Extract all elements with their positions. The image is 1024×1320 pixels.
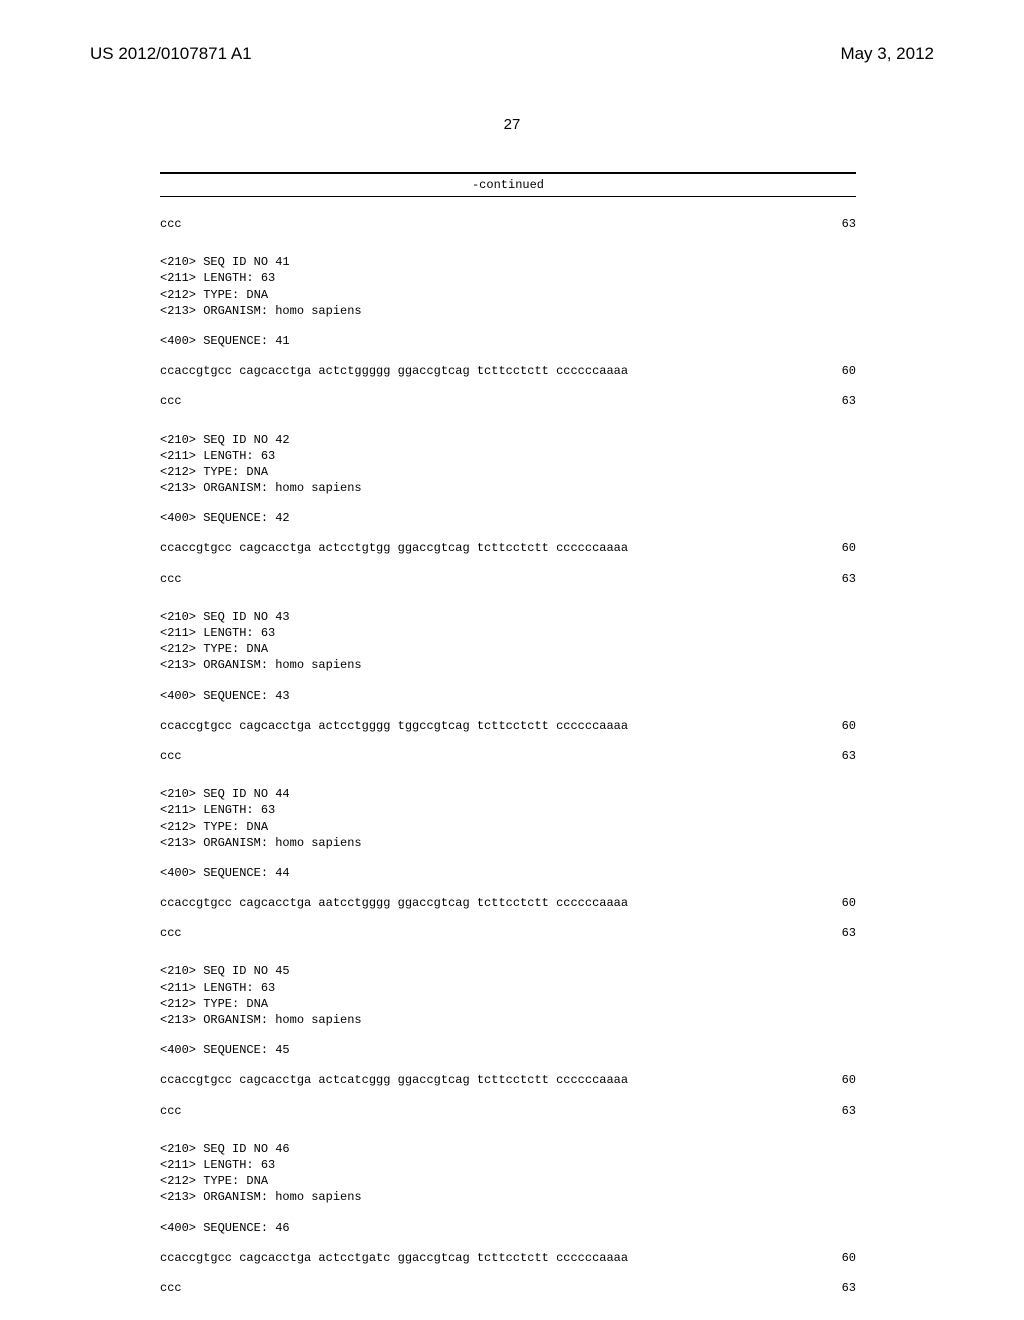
sequence-text: ccaccgtgcc cagcacctga aatcctgggg ggaccgt…: [160, 895, 628, 911]
sequence-row: ccaccgtgcc cagcacctga actcctgtgg ggaccgt…: [160, 540, 856, 556]
seq-header-line: <400> SEQUENCE: 41: [160, 333, 856, 349]
seq-type-line: <212> TYPE: DNA: [160, 996, 856, 1012]
sequence-text: ccc: [160, 393, 182, 409]
seq-organism-line: <213> ORGANISM: homo sapiens: [160, 480, 856, 496]
sequence-position: 63: [826, 216, 856, 232]
seq-type-line: <212> TYPE: DNA: [160, 1173, 856, 1189]
seq-organism-line: <213> ORGANISM: homo sapiens: [160, 303, 856, 319]
seq-type-line: <212> TYPE: DNA: [160, 641, 856, 657]
seq-id-line: <210> SEQ ID NO 45: [160, 963, 856, 979]
seq-length-line: <211> LENGTH: 63: [160, 448, 856, 464]
page-number: 27: [0, 116, 1024, 133]
seq-organism-line: <213> ORGANISM: homo sapiens: [160, 1012, 856, 1028]
seq-organism-line: <213> ORGANISM: homo sapiens: [160, 1189, 856, 1205]
page-header: US 2012/0107871 A1 May 3, 2012: [0, 44, 1024, 64]
sequence-row: ccc 63: [160, 748, 856, 764]
seq-organism-line: <213> ORGANISM: homo sapiens: [160, 835, 856, 851]
seq-id-line: <210> SEQ ID NO 46: [160, 1141, 856, 1157]
sequence-text: ccaccgtgcc cagcacctga actcatcggg ggaccgt…: [160, 1072, 628, 1088]
seq-id-line: <210> SEQ ID NO 44: [160, 786, 856, 802]
sequence-listing: ccc 63 <210> SEQ ID NO 41 <211> LENGTH: …: [160, 216, 856, 1296]
sequence-row: ccc 63: [160, 1103, 856, 1119]
sequence-text: ccaccgtgcc cagcacctga actcctgtgg ggaccgt…: [160, 540, 628, 556]
sequence-entry: <210> SEQ ID NO 43 <211> LENGTH: 63 <212…: [160, 609, 856, 764]
sequence-row: ccaccgtgcc cagcacctga actcctgggg tggccgt…: [160, 718, 856, 734]
seq-header-line: <400> SEQUENCE: 43: [160, 688, 856, 704]
publication-date: May 3, 2012: [840, 44, 934, 64]
sequence-position: 60: [826, 363, 856, 379]
sequence-text: ccc: [160, 1280, 182, 1296]
seq-type-line: <212> TYPE: DNA: [160, 464, 856, 480]
sequence-text: ccc: [160, 216, 182, 232]
sequence-position: 63: [826, 925, 856, 941]
sequence-position: 60: [826, 718, 856, 734]
sequence-row: ccc 63: [160, 925, 856, 941]
seq-id-line: <210> SEQ ID NO 41: [160, 254, 856, 270]
sequence-position: 63: [826, 748, 856, 764]
seq-type-line: <212> TYPE: DNA: [160, 819, 856, 835]
sequence-row: ccc 63: [160, 1280, 856, 1296]
seq-type-line: <212> TYPE: DNA: [160, 287, 856, 303]
sequence-text: ccc: [160, 925, 182, 941]
sequence-position: 63: [826, 393, 856, 409]
sequence-text: ccc: [160, 1103, 182, 1119]
sequence-row: ccaccgtgcc cagcacctga actctggggg ggaccgt…: [160, 363, 856, 379]
sequence-row: ccaccgtgcc cagcacctga actcatcggg ggaccgt…: [160, 1072, 856, 1088]
sequence-text: ccaccgtgcc cagcacctga actctggggg ggaccgt…: [160, 363, 628, 379]
sequence-entry: <210> SEQ ID NO 44 <211> LENGTH: 63 <212…: [160, 786, 856, 941]
sequence-position: 60: [826, 540, 856, 556]
sequence-position: 63: [826, 571, 856, 587]
continued-label: -continued: [160, 174, 856, 196]
sequence-text: ccc: [160, 748, 182, 764]
seq-length-line: <211> LENGTH: 63: [160, 625, 856, 641]
sequence-row: ccaccgtgcc cagcacctga actcctgatc ggaccgt…: [160, 1250, 856, 1266]
seq-length-line: <211> LENGTH: 63: [160, 980, 856, 996]
seq-header-line: <400> SEQUENCE: 42: [160, 510, 856, 526]
sequence-tail-row: ccc 63: [160, 216, 856, 232]
seq-header-line: <400> SEQUENCE: 46: [160, 1220, 856, 1236]
seq-header-line: <400> SEQUENCE: 45: [160, 1042, 856, 1058]
seq-organism-line: <213> ORGANISM: homo sapiens: [160, 657, 856, 673]
sequence-entry: <210> SEQ ID NO 45 <211> LENGTH: 63 <212…: [160, 963, 856, 1118]
sequence-row: ccc 63: [160, 571, 856, 587]
sequence-text: ccaccgtgcc cagcacctga actcctgggg tggccgt…: [160, 718, 628, 734]
publication-number: US 2012/0107871 A1: [90, 44, 252, 64]
seq-id-line: <210> SEQ ID NO 43: [160, 609, 856, 625]
sequence-entry: <210> SEQ ID NO 41 <211> LENGTH: 63 <212…: [160, 254, 856, 409]
seq-length-line: <211> LENGTH: 63: [160, 802, 856, 818]
seq-length-line: <211> LENGTH: 63: [160, 270, 856, 286]
sequence-position: 63: [826, 1103, 856, 1119]
seq-header-line: <400> SEQUENCE: 44: [160, 865, 856, 881]
sequence-position: 63: [826, 1280, 856, 1296]
sequence-row: ccaccgtgcc cagcacctga aatcctgggg ggaccgt…: [160, 895, 856, 911]
sequence-position: 60: [826, 1072, 856, 1088]
seq-length-line: <211> LENGTH: 63: [160, 1157, 856, 1173]
continued-header: -continued: [160, 172, 856, 197]
rule-bottom: [160, 196, 856, 197]
sequence-row: ccc 63: [160, 393, 856, 409]
seq-id-line: <210> SEQ ID NO 42: [160, 432, 856, 448]
sequence-entry: <210> SEQ ID NO 46 <211> LENGTH: 63 <212…: [160, 1141, 856, 1296]
sequence-position: 60: [826, 895, 856, 911]
sequence-text: ccaccgtgcc cagcacctga actcctgatc ggaccgt…: [160, 1250, 628, 1266]
sequence-position: 60: [826, 1250, 856, 1266]
sequence-entry: <210> SEQ ID NO 42 <211> LENGTH: 63 <212…: [160, 432, 856, 587]
sequence-text: ccc: [160, 571, 182, 587]
